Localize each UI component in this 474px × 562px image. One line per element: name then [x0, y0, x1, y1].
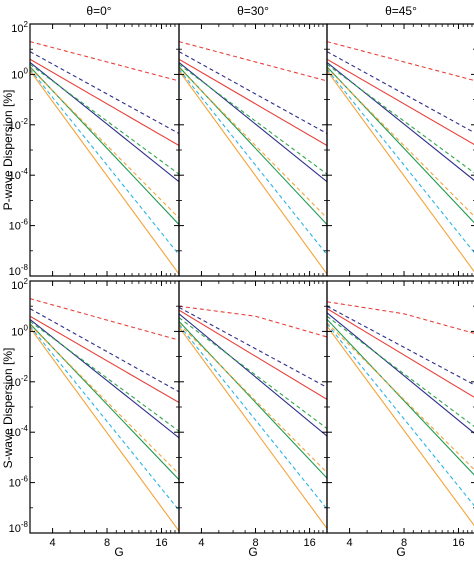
x-tick-label: 4	[50, 537, 56, 549]
series-cyan-dashed	[327, 68, 474, 254]
x-tick-label: 16	[452, 537, 464, 549]
series-orange-solid	[327, 325, 474, 527]
series-orange-dashed	[30, 324, 179, 475]
series-navy-solid	[179, 313, 327, 437]
series-red-dashed	[30, 298, 179, 341]
series-orange-solid	[327, 70, 474, 273]
series-navy-dashed	[179, 306, 327, 388]
series-green-dashed	[327, 315, 474, 427]
series-red-solid	[327, 308, 474, 398]
x-tick-label: 8	[401, 537, 407, 549]
panel-grid: 102 100 10-2 10-4 10-6 10-8 4 8 16 102 100 10-2 10-4…	[9, 20, 474, 549]
series-orange-solid	[30, 327, 179, 532]
column-title-0: θ=0°	[86, 4, 111, 18]
x-tick-label: 8	[104, 537, 110, 549]
series-orange-dashed	[30, 67, 179, 219]
series-green-solid	[327, 319, 474, 476]
panel-frame	[29, 280, 180, 534]
panel-r1-c2: 4 8 16	[326, 280, 474, 549]
series-cyan-dashed	[327, 323, 474, 507]
series-red-dashed	[327, 41, 474, 81]
y-tick-label: 10-8	[9, 263, 29, 278]
y-tick-label: 102	[11, 277, 28, 292]
series-navy-solid	[30, 61, 179, 183]
column-title-1: θ=30°	[237, 4, 269, 18]
series-navy-dashed	[327, 305, 474, 386]
x-tick-label: 4	[347, 537, 353, 549]
series-navy-dashed	[327, 51, 474, 134]
panel-r0-c1	[178, 23, 328, 277]
x-axis-title-0: G	[114, 545, 123, 559]
x-tick-label: 8	[252, 537, 258, 549]
series-orange-solid	[179, 326, 327, 529]
y-tick-label: 100	[11, 66, 28, 81]
panel-r0-c0: 102 100 10-2 10-4 10-6 10-8	[9, 20, 180, 278]
series-red-dashed	[179, 41, 327, 82]
series-navy-solid	[327, 312, 474, 434]
series-red-dashed	[327, 301, 474, 334]
series-red-dashed	[179, 305, 327, 338]
series-red-solid	[179, 58, 327, 147]
series-green-solid	[179, 320, 327, 479]
y-tick-label: 10-2	[9, 374, 29, 389]
series-orange-solid	[30, 70, 179, 275]
series-group	[327, 41, 474, 273]
series-navy-dashed	[30, 308, 179, 393]
y-axis-title-p-wave: P-wave Dispersion [%]	[1, 90, 15, 211]
series-green-dashed	[179, 317, 327, 429]
series-red-solid	[327, 58, 474, 146]
series-group	[30, 298, 179, 532]
x-tick-label: 16	[303, 537, 315, 549]
series-orange-dashed	[179, 323, 327, 473]
series-navy-solid	[327, 61, 474, 181]
series-red-solid	[179, 309, 327, 400]
y-axis-title-s-wave: S-wave Dispersion [%]	[1, 348, 15, 469]
panel-r1-c1: 4 8 16	[178, 280, 328, 549]
panel-frame	[178, 23, 328, 277]
series-orange-solid	[179, 70, 327, 275]
x-tick-label: 16	[155, 537, 167, 549]
y-tick-label: 10-4	[9, 424, 29, 439]
series-cyan-dashed	[30, 325, 179, 511]
column-title-2: θ=45°	[385, 4, 417, 18]
series-navy-solid	[30, 318, 179, 439]
series-group	[30, 41, 179, 275]
panel-frame	[326, 23, 474, 277]
y-tick-label: 10-6	[9, 475, 29, 490]
series-orange-dashed	[327, 322, 474, 471]
series-red-dashed	[30, 41, 179, 82]
series-navy-solid	[179, 61, 327, 183]
series-green-dashed	[327, 63, 474, 174]
series-navy-dashed	[30, 51, 179, 135]
series-green-dashed	[30, 320, 179, 432]
y-tick-label: 102	[11, 20, 28, 35]
x-tick-label: 4	[198, 537, 204, 549]
y-tick-label: 10-8	[9, 520, 29, 535]
series-group	[179, 41, 327, 275]
series-orange-dashed	[327, 67, 474, 217]
y-tick-label: 100	[11, 323, 28, 338]
y-tick-label: 10-2	[9, 117, 29, 132]
series-green-dashed	[179, 63, 327, 175]
x-axis-title-2: G	[396, 545, 405, 559]
series-cyan-dashed	[30, 68, 179, 256]
panel-r1-c0: 4 8 16 102 100 10-2 10-4 10-6 10-8	[9, 277, 180, 549]
series-cyan-dashed	[179, 68, 327, 256]
series-green-dashed	[30, 63, 179, 175]
series-navy-dashed	[179, 51, 327, 135]
y-tick-label: 10-4	[9, 167, 29, 182]
series-red-solid	[30, 58, 179, 147]
x-axis-title-1: G	[248, 545, 257, 559]
series-group	[179, 305, 327, 529]
series-group	[327, 301, 474, 527]
series-cyan-dashed	[179, 324, 327, 510]
series-orange-dashed	[179, 67, 327, 219]
y-tick-label: 10-6	[9, 218, 29, 233]
series-red-solid	[30, 315, 179, 404]
panel-r0-c2	[326, 23, 474, 277]
